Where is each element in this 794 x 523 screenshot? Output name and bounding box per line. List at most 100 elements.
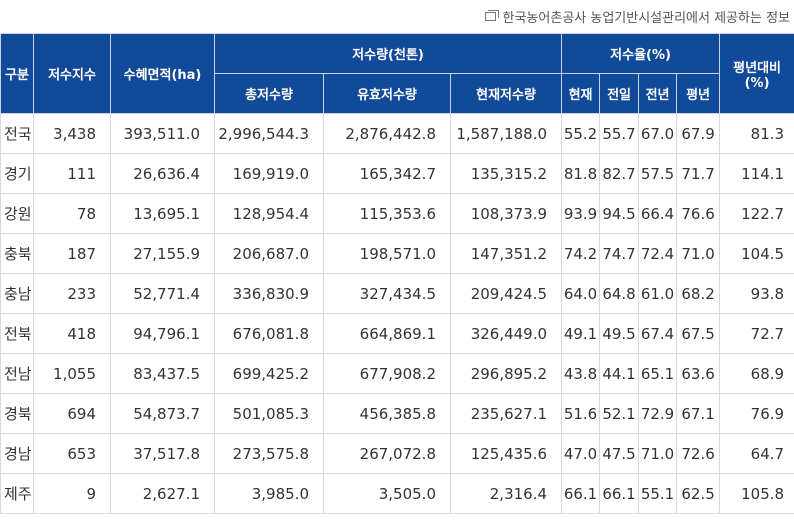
cell-effective-storage: 267,072.8 <box>323 433 451 474</box>
cell-rate-prev-year: 71.0 <box>638 433 678 474</box>
cell-current-storage: 108,373.9 <box>449 193 563 234</box>
cell-irrigated-area: 2,627.1 <box>110 473 215 514</box>
cell-rate-normal: 76.6 <box>676 193 721 234</box>
cell-region: 경북 <box>0 393 34 434</box>
cell-effective-storage: 2,876,442.8 <box>323 113 451 154</box>
cell-rate-prev-year: 67.4 <box>638 313 678 354</box>
cell-rate-normal: 67.9 <box>676 113 721 154</box>
cell-rate-current: 55.2 <box>561 113 601 154</box>
cell-rate-prev-day: 44.1 <box>599 353 640 394</box>
header-vs-normal-line1: 평년대비 <box>733 60 781 76</box>
cell-total-storage: 699,425.2 <box>214 353 324 394</box>
source-note-text: 한국농어촌공사 농업기반시설관리에서 제공하는 정보 <box>502 10 790 26</box>
table-row: 전북 418 94,796.1 676,081.8 664,869.1 326,449.0… <box>0 313 794 354</box>
cell-rate-current: 64.0 <box>561 273 601 314</box>
cell-reservoir-count: 111 <box>33 153 111 194</box>
cell-rate-current: 43.8 <box>561 353 601 394</box>
header-rate-group: 저수율(%) <box>561 33 721 74</box>
cell-region: 제주 <box>0 473 34 514</box>
table-row: 경남 653 37,517.8 273,575.8 267,072.8 125,435.6… <box>0 433 794 474</box>
header-rate-normal: 평년 <box>676 73 721 114</box>
cell-total-storage: 273,575.8 <box>214 433 324 474</box>
header-current-storage: 현재저수량 <box>449 73 563 114</box>
header-vs-normal: 평년대비 (%) <box>719 33 794 114</box>
cell-rate-prev-day: 49.5 <box>599 313 640 354</box>
cell-reservoir-count: 9 <box>33 473 111 514</box>
table-row: 제주 9 2,627.1 3,985.0 3,505.0 2,316.4 66.1 66.1 5… <box>0 473 794 514</box>
cell-effective-storage: 327,434.5 <box>323 273 451 314</box>
cell-irrigated-area: 52,771.4 <box>110 273 215 314</box>
cell-irrigated-area: 27,155.9 <box>110 233 215 274</box>
cell-vs-normal: 68.9 <box>719 353 794 394</box>
cell-current-storage: 326,449.0 <box>449 313 563 354</box>
cell-effective-storage: 677,908.2 <box>323 353 451 394</box>
cell-rate-current: 81.8 <box>561 153 601 194</box>
cell-irrigated-area: 13,695.1 <box>110 193 215 234</box>
cell-rate-current: 47.0 <box>561 433 601 474</box>
cell-vs-normal: 104.5 <box>719 233 794 274</box>
header-effective-storage: 유효저수량 <box>323 73 451 114</box>
cell-vs-normal: 72.7 <box>719 313 794 354</box>
cell-rate-current: 51.6 <box>561 393 601 434</box>
cell-vs-normal: 114.1 <box>719 153 794 194</box>
cell-rate-prev-year: 65.1 <box>638 353 678 394</box>
cell-rate-current: 74.2 <box>561 233 601 274</box>
cell-rate-prev-day: 47.5 <box>599 433 640 474</box>
table-row: 전국 3,438 393,511.0 2,996,544.3 2,876,442.8 1,… <box>0 113 794 154</box>
cell-effective-storage: 664,869.1 <box>323 313 451 354</box>
cell-irrigated-area: 94,796.1 <box>110 313 215 354</box>
source-note: 한국농어촌공사 농업기반시설관리에서 제공하는 정보 <box>484 6 790 26</box>
cell-rate-prev-day: 55.7 <box>599 113 640 154</box>
cell-rate-prev-day: 94.5 <box>599 193 640 234</box>
cell-region: 전국 <box>0 113 34 154</box>
cell-irrigated-area: 54,873.7 <box>110 393 215 434</box>
table-row: 충북 187 27,155.9 206,687.0 198,571.0 147,351.2… <box>0 233 794 274</box>
cell-rate-normal: 67.1 <box>676 393 721 434</box>
cell-irrigated-area: 26,636.4 <box>110 153 215 194</box>
cell-irrigated-area: 37,517.8 <box>110 433 215 474</box>
cell-vs-normal: 93.8 <box>719 273 794 314</box>
cell-rate-current: 66.1 <box>561 473 601 514</box>
cell-rate-prev-day: 74.7 <box>599 233 640 274</box>
cell-region: 경기 <box>0 153 34 194</box>
cell-rate-normal: 71.0 <box>676 233 721 274</box>
cell-region: 충남 <box>0 273 34 314</box>
cell-rate-prev-year: 72.4 <box>638 233 678 274</box>
cell-effective-storage: 456,385.8 <box>323 393 451 434</box>
header-rate-prev-day: 전일 <box>599 73 640 114</box>
table-header: 구분 저수지수 수혜면적(ha) 저수량(천톤) 저수율(%) 평년대비 (%)… <box>0 33 794 114</box>
cell-vs-normal: 81.3 <box>719 113 794 154</box>
header-rate-current: 현재 <box>561 73 601 114</box>
header-region: 구분 <box>0 33 34 114</box>
copy-icon <box>484 10 499 22</box>
cell-total-storage: 2,996,544.3 <box>214 113 324 154</box>
cell-rate-current: 49.1 <box>561 313 601 354</box>
cell-rate-normal: 72.6 <box>676 433 721 474</box>
cell-total-storage: 169,919.0 <box>214 153 324 194</box>
cell-rate-normal: 71.7 <box>676 153 721 194</box>
cell-irrigated-area: 83,437.5 <box>110 353 215 394</box>
cell-total-storage: 128,954.4 <box>214 193 324 234</box>
cell-current-storage: 209,424.5 <box>449 273 563 314</box>
cell-rate-prev-day: 64.8 <box>599 273 640 314</box>
cell-rate-prev-year: 57.5 <box>638 153 678 194</box>
cell-current-storage: 1,587,188.0 <box>449 113 563 154</box>
cell-vs-normal: 122.7 <box>719 193 794 234</box>
cell-rate-normal: 67.5 <box>676 313 721 354</box>
cell-total-storage: 336,830.9 <box>214 273 324 314</box>
cell-vs-normal: 105.8 <box>719 473 794 514</box>
cell-region: 충북 <box>0 233 34 274</box>
header-total-storage: 총저수량 <box>214 73 324 114</box>
header-rate-prev-year: 전년 <box>638 73 678 114</box>
cell-current-storage: 2,316.4 <box>449 473 563 514</box>
cell-rate-prev-day: 52.1 <box>599 393 640 434</box>
cell-reservoir-count: 653 <box>33 433 111 474</box>
cell-region: 전북 <box>0 313 34 354</box>
cell-current-storage: 125,435.6 <box>449 433 563 474</box>
cell-vs-normal: 64.7 <box>719 433 794 474</box>
cell-vs-normal: 76.9 <box>719 393 794 434</box>
cell-effective-storage: 115,353.6 <box>323 193 451 234</box>
cell-rate-normal: 63.6 <box>676 353 721 394</box>
cell-effective-storage: 165,342.7 <box>323 153 451 194</box>
header-irrigated-area: 수혜면적(ha) <box>110 33 215 114</box>
